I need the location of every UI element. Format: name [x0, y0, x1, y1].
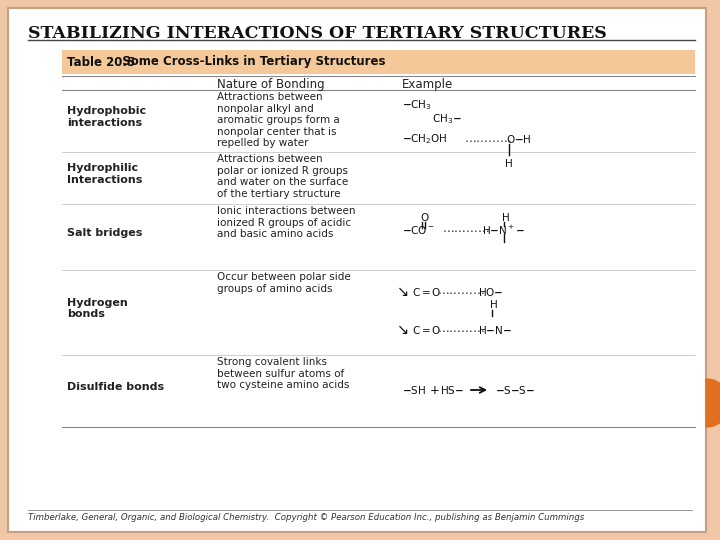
Text: HS$\mathbf{-}$: HS$\mathbf{-}$ — [440, 384, 464, 396]
Text: Table 20.5: Table 20.5 — [67, 56, 135, 69]
Text: $\searrow$: $\searrow$ — [394, 322, 409, 338]
Text: Attractions between
polar or ionized R groups
and water on the surface
of the te: Attractions between polar or ionized R g… — [217, 154, 348, 199]
Text: C$=$O: C$=$O — [412, 324, 441, 336]
Text: $\cdots\cdots\cdots\cdots$: $\cdots\cdots\cdots\cdots$ — [464, 132, 512, 145]
Text: O: O — [420, 213, 428, 223]
Text: Hydrogen
bonds: Hydrogen bonds — [67, 298, 127, 319]
Text: Attractions between
nonpolar alkyl and
aromatic groups form a
nonpolar center th: Attractions between nonpolar alkyl and a… — [217, 92, 340, 148]
Text: Ionic interactions between
ionized R groups of acidic
and basic amino acids: Ionic interactions between ionized R gro… — [217, 206, 356, 239]
Text: H: H — [502, 213, 510, 223]
Text: HO$\mathbf{-}$: HO$\mathbf{-}$ — [478, 286, 503, 298]
Text: H$\mathbf{-}$N$^+$$\mathbf{-}$: H$\mathbf{-}$N$^+$$\mathbf{-}$ — [482, 224, 525, 237]
Text: $\mathbf{-}$CH$_3$: $\mathbf{-}$CH$_3$ — [402, 98, 432, 112]
Text: Strong covalent links
between sulfur atoms of
two cysteine amino acids: Strong covalent links between sulfur ato… — [217, 357, 349, 390]
Text: Some Cross-Links in Tertiary Structures: Some Cross-Links in Tertiary Structures — [114, 56, 385, 69]
Text: $\cdots\cdots\cdots\cdots$: $\cdots\cdots\cdots\cdots$ — [437, 323, 485, 336]
Text: Salt bridges: Salt bridges — [67, 228, 143, 238]
Text: Occur between polar side
groups of amino acids: Occur between polar side groups of amino… — [217, 272, 351, 294]
FancyBboxPatch shape — [8, 8, 706, 532]
Text: H$\mathbf{-}$N$\mathbf{-}$: H$\mathbf{-}$N$\mathbf{-}$ — [478, 324, 512, 336]
Text: O$\mathbf{-}$H: O$\mathbf{-}$H — [506, 133, 531, 145]
Text: $\mathbf{-}$S$\mathbf{-}$S$\mathbf{-}$: $\mathbf{-}$S$\mathbf{-}$S$\mathbf{-}$ — [495, 384, 535, 396]
Text: $\mathbf{-}$CO$^-$: $\mathbf{-}$CO$^-$ — [402, 224, 435, 236]
Text: Hydrophilic
Interactions: Hydrophilic Interactions — [67, 163, 143, 185]
Text: $\mathbf{-}$SH: $\mathbf{-}$SH — [402, 384, 426, 396]
FancyBboxPatch shape — [62, 50, 695, 74]
Polygon shape — [706, 379, 720, 427]
Text: Nature of Bonding: Nature of Bonding — [217, 78, 325, 91]
Text: Hydrophobic
interactions: Hydrophobic interactions — [67, 106, 146, 128]
Text: C$=$O: C$=$O — [412, 286, 441, 298]
Text: Disulfide bonds: Disulfide bonds — [67, 382, 164, 392]
Text: H: H — [490, 300, 498, 310]
Text: Example: Example — [402, 78, 454, 91]
Text: Timberlake, General, Organic, and Biological Chemistry.  Copyright © Pearson Edu: Timberlake, General, Organic, and Biolog… — [28, 513, 584, 522]
Text: $\cdots\cdots\cdots\cdots$: $\cdots\cdots\cdots\cdots$ — [442, 224, 490, 237]
Text: $\mathbf{-}$CH$_2$OH: $\mathbf{-}$CH$_2$OH — [402, 132, 448, 146]
Text: +: + — [430, 383, 440, 396]
Text: STABILIZING INTERACTIONS OF TERTIARY STRUCTURES: STABILIZING INTERACTIONS OF TERTIARY STR… — [28, 25, 607, 42]
Text: $\cdots\cdots\cdots\cdots$: $\cdots\cdots\cdots\cdots$ — [437, 286, 485, 299]
Text: $\searrow$: $\searrow$ — [394, 285, 409, 300]
Text: CH$_3$$\mathbf{-}$: CH$_3$$\mathbf{-}$ — [432, 112, 462, 126]
Text: H: H — [505, 159, 513, 169]
